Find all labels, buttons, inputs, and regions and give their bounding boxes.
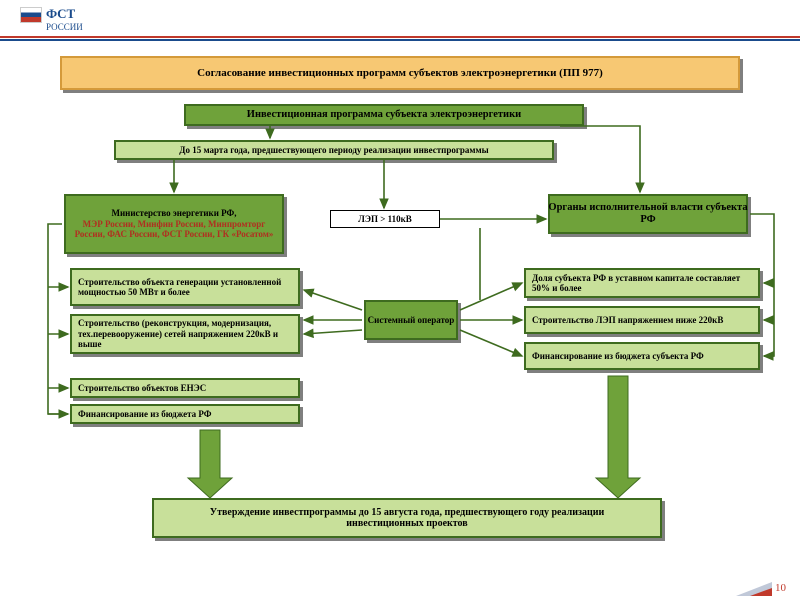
right-item-2: Финансирование из бюджета субъекта РФ — [524, 342, 760, 370]
logo: ФСТ — [20, 6, 75, 23]
operator-text: Системный оператор — [364, 300, 458, 340]
ministry-head: Министерство энергетики РФ, — [111, 208, 236, 218]
deadline-text: До 15 марта года, предшествующего период… — [114, 140, 554, 160]
right-item-0: Доля субъекта РФ в уставном капитале сос… — [524, 268, 760, 298]
ministry-body: МЭР России, Минфин России, Минпромторг Р… — [68, 219, 280, 240]
left-item-2: Строительство объектов ЕНЭС — [70, 378, 300, 398]
lep-box: ЛЭП > 110кВ — [330, 210, 440, 228]
logo-line2: РОССИИ — [46, 22, 83, 32]
logo-line1: ФСТ — [46, 6, 75, 21]
right-item-1: Строительство ЛЭП напряжением ниже 220кВ — [524, 306, 760, 334]
flag-icon — [20, 7, 42, 23]
left-item-1: Строительство (реконструкция, модернизац… — [70, 314, 300, 354]
program-text: Инвестиционная программа субъекта электр… — [184, 104, 584, 126]
left-item-0: Строительство объекта генерации установл… — [70, 268, 300, 306]
top-stripe — [0, 36, 800, 41]
authority-text: Органы исполнительной власти субъекта РФ — [548, 194, 748, 234]
ministry-text: Министерство энергетики РФ, МЭР России, … — [64, 194, 284, 254]
approval-text: Утверждение инвестпрограммы до 15 август… — [152, 498, 662, 538]
left-item-3: Финансирование из бюджета РФ — [70, 404, 300, 424]
page-number: 10 — [775, 582, 786, 594]
corner-decoration-red — [750, 588, 772, 596]
slide-title-text: Согласование инвестиционных программ суб… — [60, 56, 740, 90]
